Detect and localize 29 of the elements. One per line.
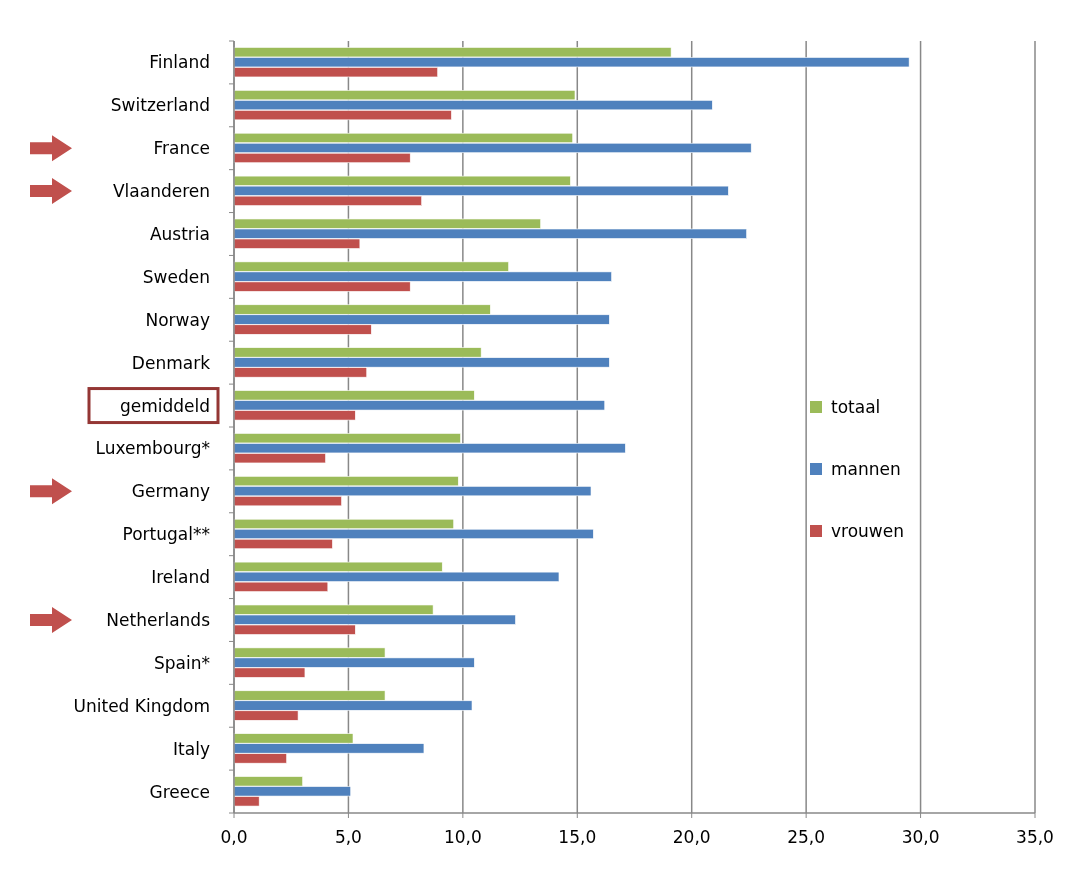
y-tick-label: Luxembourg* (95, 438, 210, 459)
y-tick-label: France (153, 138, 210, 159)
y-tick-label: Sweden (142, 266, 210, 287)
y-tick-label: Ireland (151, 567, 210, 588)
legend-label: vrouwen (831, 521, 904, 541)
y-tick-label: Switzerland (110, 95, 210, 116)
x-tick-label: 0,0 (220, 827, 248, 847)
y-tick-label: Finland (149, 52, 210, 73)
y-tick-label: Greece (149, 781, 210, 802)
y-tick-label: United Kingdom (73, 695, 210, 716)
y-tick-label: Netherlands (106, 610, 211, 630)
x-tick-label: 20,0 (672, 827, 711, 847)
x-tick-label: 10,0 (443, 827, 482, 847)
y-tick-label: Norway (145, 309, 210, 330)
legend-label: totaal (831, 397, 881, 417)
y-tick-label: Germany (131, 481, 210, 502)
x-tick-label: 30,0 (901, 827, 940, 847)
y-tick-label: Portugal** (122, 524, 210, 545)
x-tick-label: 25,0 (787, 827, 826, 847)
x-tick-label: 15,0 (558, 827, 597, 847)
legend-label: mannen (831, 459, 901, 479)
y-tick-label: Vlaanderen (112, 181, 210, 202)
y-tick-label: Denmark (131, 352, 211, 373)
y-tick-label: Italy (173, 738, 210, 759)
y-tick-label: Spain* (154, 652, 210, 673)
x-tick-label: 5,0 (334, 827, 362, 847)
y-tick-label: Austria (149, 224, 210, 244)
y-tick-label: gemiddeld (119, 395, 210, 416)
x-tick-label: 35,0 (1016, 827, 1054, 847)
